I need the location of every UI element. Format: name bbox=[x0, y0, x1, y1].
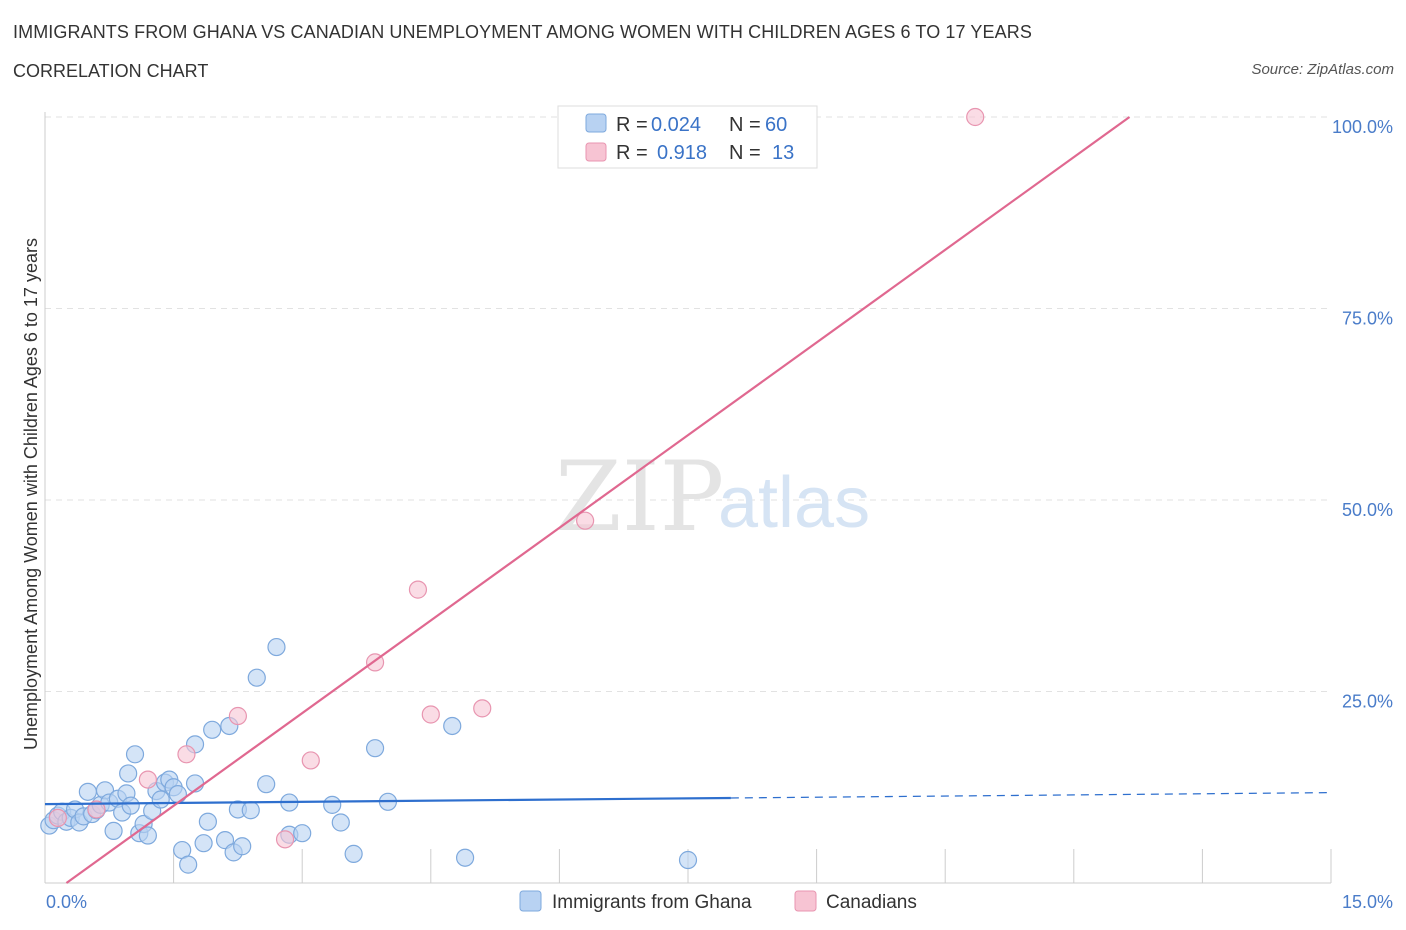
canada-point bbox=[48, 808, 67, 827]
ghana-point bbox=[678, 850, 698, 870]
legend-n-label: N = bbox=[729, 114, 761, 136]
ghana-point bbox=[455, 848, 475, 867]
ghana-point bbox=[331, 813, 350, 832]
ghana-point bbox=[233, 837, 252, 856]
canada-trend-line bbox=[65, 116, 1131, 884]
canada-point bbox=[421, 705, 440, 724]
ghana-point bbox=[194, 834, 213, 853]
correlation-legend: R = 0.024 N = 60 R = 0.918 N = 13 bbox=[557, 105, 818, 169]
ghana-point bbox=[443, 716, 462, 736]
legend-n-value: 60 bbox=[765, 114, 787, 136]
source-credit: Source: ZipAtlas.com bbox=[1251, 61, 1394, 78]
series-name-canada: Canadians bbox=[826, 892, 917, 913]
canada-point bbox=[138, 770, 157, 789]
ghana-points bbox=[40, 637, 698, 874]
legend-swatch-ghana bbox=[585, 113, 607, 133]
x-tick-labels: 0.0% 15.0% bbox=[46, 892, 1393, 912]
y-axis-label: Unemployment Among Women with Children A… bbox=[21, 238, 41, 750]
legend-swatch-canada bbox=[585, 142, 607, 162]
canada-point bbox=[301, 751, 320, 770]
watermark-zip: ZIP bbox=[555, 441, 724, 553]
y-tick-label: 50.0% bbox=[1342, 500, 1393, 520]
series-swatch-canada bbox=[794, 890, 817, 912]
ghana-point bbox=[344, 844, 363, 863]
trend-lines bbox=[44, 116, 1332, 884]
ghana-point bbox=[151, 790, 170, 809]
ghana-point bbox=[138, 826, 157, 845]
canada-point bbox=[275, 830, 295, 849]
y-tick-labels: 25.0% 50.0% 75.0% 100.0% bbox=[1332, 117, 1393, 712]
ghana-point bbox=[267, 637, 286, 657]
ghana-point bbox=[323, 795, 342, 814]
ghana-point bbox=[203, 720, 222, 739]
canada-points bbox=[48, 107, 985, 849]
ghana-point bbox=[168, 785, 187, 804]
grid-lines bbox=[45, 116, 1331, 692]
chart-title: IMMIGRANTS FROM GHANA VS CANADIAN UNEMPL… bbox=[13, 22, 1032, 42]
legend-r-value: 0.024 bbox=[651, 114, 701, 136]
ghana-trend-line bbox=[44, 796, 731, 806]
ghana-point bbox=[179, 855, 198, 874]
canada-point bbox=[177, 745, 196, 764]
ghana-point bbox=[119, 764, 138, 783]
axes bbox=[44, 112, 1332, 884]
series-name-ghana: Immigrants from Ghana bbox=[552, 892, 752, 913]
canada-point bbox=[408, 580, 428, 599]
series-swatch-ghana bbox=[519, 890, 542, 912]
ghana-trend-extension bbox=[730, 791, 1332, 799]
series-legend: Immigrants from Ghana Canadians bbox=[519, 890, 917, 913]
x-tick-label: 0.0% bbox=[46, 892, 87, 912]
x-tick-label: 15.0% bbox=[1342, 892, 1393, 912]
watermark-atlas: atlas bbox=[718, 463, 870, 543]
legend-r-label: R = bbox=[616, 114, 648, 136]
legend-n-value: 13 bbox=[772, 142, 794, 164]
ghana-point bbox=[121, 796, 140, 815]
ghana-point bbox=[241, 801, 260, 820]
ghana-point bbox=[365, 739, 385, 758]
canada-point bbox=[87, 800, 106, 819]
canada-point bbox=[473, 699, 492, 718]
ghana-point bbox=[125, 745, 145, 764]
ghana-point bbox=[257, 775, 276, 794]
canada-point bbox=[576, 511, 595, 530]
canada-point bbox=[228, 706, 247, 726]
ghana-point bbox=[78, 782, 97, 801]
ghana-point bbox=[247, 668, 266, 687]
ghana-point bbox=[198, 812, 217, 831]
ghana-point bbox=[293, 824, 312, 843]
legend-r-label: R = bbox=[616, 142, 648, 164]
y-tick-label: 100.0% bbox=[1332, 117, 1393, 137]
y-tick-label: 75.0% bbox=[1342, 309, 1393, 329]
y-tick-label: 25.0% bbox=[1342, 692, 1393, 712]
chart-subtitle: CORRELATION CHART bbox=[13, 61, 209, 81]
ghana-point bbox=[104, 821, 123, 841]
legend-r-value: 0.918 bbox=[657, 142, 707, 164]
legend-n-label: N = bbox=[729, 142, 761, 164]
canada-point bbox=[966, 107, 985, 127]
